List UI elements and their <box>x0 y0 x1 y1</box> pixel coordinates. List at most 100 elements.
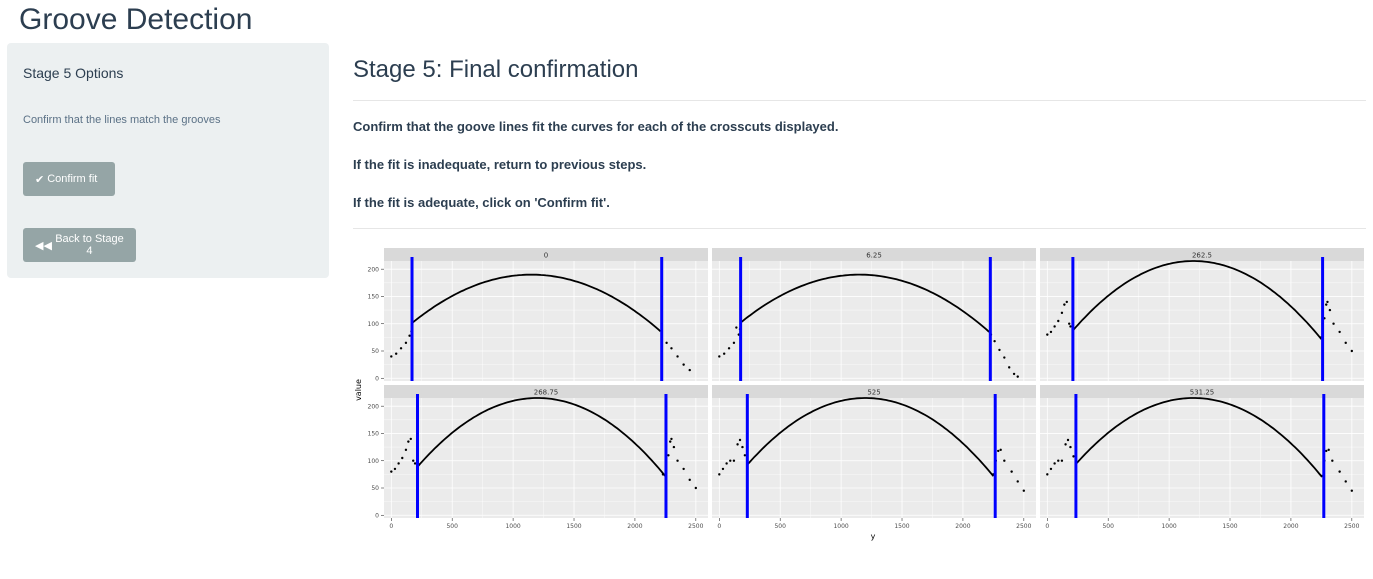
data-point <box>1068 322 1071 325</box>
data-curve <box>411 273 662 332</box>
data-point <box>670 347 673 350</box>
y-tick-label: 100 <box>368 458 380 465</box>
facet-panel <box>712 261 1036 381</box>
y-tick-label: 200 <box>368 266 380 273</box>
data-curve <box>746 397 995 477</box>
data-point <box>1003 459 1006 462</box>
data-point <box>998 348 1001 352</box>
data-point <box>1066 438 1070 442</box>
data-point <box>1328 308 1332 312</box>
data-point <box>1344 341 1347 345</box>
back-to-stage-4-button[interactable]: ◀◀ Back to Stage 4 <box>23 228 136 262</box>
data-point <box>390 470 393 473</box>
data-point <box>1069 325 1072 328</box>
data-point <box>741 445 744 449</box>
facet-strip <box>384 385 708 398</box>
facet-panel <box>712 398 1036 518</box>
x-tick-label: 1500 <box>566 523 581 530</box>
instruction-1: Confirm that the goove lines fit the cur… <box>353 119 839 134</box>
facet-label: 268.75 <box>534 389 559 397</box>
x-tick-label: 2000 <box>1283 523 1298 530</box>
data-point <box>1049 467 1053 471</box>
data-point <box>718 355 721 358</box>
data-point <box>722 352 726 355</box>
data-point <box>999 448 1002 452</box>
data-point <box>672 445 676 449</box>
facet-panel <box>1040 398 1364 518</box>
data-point <box>676 355 679 358</box>
data-point <box>1065 300 1068 304</box>
data-point <box>688 368 691 372</box>
x-tick-label: 2500 <box>688 523 703 530</box>
data-point <box>404 448 408 452</box>
data-point <box>743 454 747 457</box>
data-curve <box>1072 260 1323 340</box>
x-tick-label: 0 <box>717 523 721 530</box>
data-point <box>1331 459 1334 462</box>
x-tick-label: 1000 <box>505 523 520 530</box>
sidebar-title: Stage 5 Options <box>23 65 124 81</box>
data-point <box>1053 462 1056 465</box>
facet-label: 262.5 <box>1192 252 1212 260</box>
data-point <box>732 459 736 462</box>
facet-strip <box>712 248 1036 261</box>
instruction-2: If the fit is inadequate, return to prev… <box>353 157 647 172</box>
backward-icon: ◀◀ <box>35 239 52 252</box>
data-point <box>1060 311 1064 315</box>
y-tick-label: 150 <box>368 431 380 438</box>
back-button-label: Back to Stage 4 <box>55 233 124 257</box>
divider <box>353 228 1366 229</box>
divider <box>353 100 1366 101</box>
data-point <box>1016 375 1019 378</box>
x-tick-label: 0 <box>1045 523 1049 530</box>
x-tick-label: 500 <box>1102 523 1114 530</box>
data-point <box>1046 333 1049 336</box>
facet-label: 531.25 <box>1190 389 1215 397</box>
y-tick-label: 0 <box>375 512 379 519</box>
data-point <box>1332 322 1335 325</box>
data-point <box>1325 449 1328 453</box>
data-point <box>1063 303 1066 306</box>
x-tick-label: 2000 <box>627 523 642 530</box>
x-tick-label: 1500 <box>1222 523 1237 530</box>
y-tick-label: 200 <box>368 403 380 410</box>
data-point <box>665 341 668 345</box>
x-tick-label: 1000 <box>833 523 848 530</box>
data-point <box>390 355 393 358</box>
x-tick-label: 1500 <box>894 523 909 530</box>
x-tick-label: 500 <box>446 523 458 530</box>
data-point <box>732 341 736 345</box>
data-point <box>1325 303 1328 306</box>
data-point <box>721 467 725 471</box>
data-point <box>1069 445 1072 449</box>
data-point <box>694 486 698 490</box>
data-point <box>1326 300 1329 304</box>
data-point <box>661 473 665 476</box>
y-tick-label: 50 <box>371 485 379 492</box>
data-point <box>1046 473 1049 476</box>
data-point <box>667 454 670 457</box>
data-point <box>1344 480 1347 483</box>
data-point <box>993 339 996 343</box>
data-point <box>1022 489 1026 492</box>
data-point <box>1057 459 1060 462</box>
data-point <box>1350 489 1354 492</box>
data-curve <box>740 273 990 333</box>
data-point <box>1057 319 1060 323</box>
data-point <box>413 462 417 465</box>
data-point <box>669 440 672 443</box>
data-point <box>1049 330 1053 334</box>
x-tick-label: 2500 <box>1344 523 1359 530</box>
data-point <box>676 459 679 462</box>
groove-facet-plot: 0 0 50 100 150 200 6.25 262.5 268.75 0 50 100 150 200… <box>354 248 1364 541</box>
data-point <box>394 352 398 355</box>
facet-strip <box>712 385 1036 398</box>
data-point <box>682 363 685 366</box>
y-tick-label: 50 <box>371 348 379 355</box>
data-point <box>1327 448 1330 452</box>
data-point <box>688 478 691 482</box>
confirm-fit-button[interactable]: ✔ Confirm fit <box>23 162 115 196</box>
sidebar-panel: Stage 5 Options Confirm that the lines m… <box>7 43 329 278</box>
x-tick-label: 2500 <box>1016 523 1031 530</box>
data-point <box>409 437 412 441</box>
